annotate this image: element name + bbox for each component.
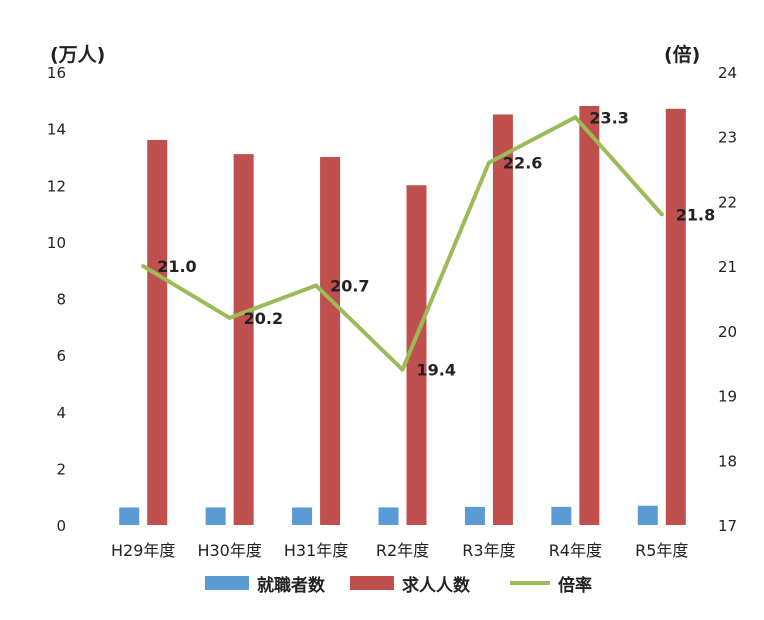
legend-item-ratio: 倍率 <box>510 568 592 598</box>
ratio-data-label: 23.3 <box>589 108 628 127</box>
bar-employed <box>119 507 140 525</box>
right-tick-label: 24 <box>718 64 737 82</box>
legend-label-ratio: 倍率 <box>558 575 592 596</box>
left-tick-label: 0 <box>56 517 66 535</box>
legend-label-job-openings: 求人人数 <box>402 575 470 596</box>
right-tick-label: 21 <box>718 258 737 276</box>
ratio-data-label: 21.8 <box>676 205 715 224</box>
left-tick-label: 4 <box>56 404 66 422</box>
ratio-data-label: 22.6 <box>503 154 542 173</box>
left-tick-label: 2 <box>56 460 66 478</box>
bar-job-openings <box>147 139 168 525</box>
ratio-data-label: 19.4 <box>417 361 456 380</box>
ratio-point <box>314 283 319 288</box>
right-tick-label: 17 <box>718 517 737 535</box>
category-label: H29年度 <box>111 541 175 560</box>
bar-job-openings <box>492 114 513 525</box>
ratio-data-label: 21.0 <box>157 257 196 276</box>
category-label: H30年度 <box>197 541 261 560</box>
legend-swatch-job-openings <box>350 576 394 590</box>
legend-swatch-employed <box>205 576 249 590</box>
right-tick-label: 20 <box>718 323 737 341</box>
ratio-point <box>659 212 664 217</box>
ratio-data-label: 20.7 <box>330 277 369 296</box>
ratio-point <box>573 115 578 120</box>
bar-employed <box>637 505 658 525</box>
bar-job-openings <box>233 154 254 525</box>
bar-job-openings <box>665 108 686 526</box>
bar-employed <box>551 506 572 525</box>
right-tick-label: 19 <box>718 388 737 406</box>
ratio-point <box>227 315 232 320</box>
ratio-point <box>486 160 491 165</box>
right-tick-label: 18 <box>718 452 737 470</box>
bar-employed <box>464 506 485 525</box>
legend-item-job-openings: 求人人数 <box>350 568 470 598</box>
bar-job-openings <box>320 156 341 525</box>
legend: 就職者数 求人人数 倍率 <box>0 568 764 598</box>
left-tick-label: 12 <box>47 177 66 195</box>
ratio-point <box>400 367 405 372</box>
legend-item-employed: 就職者数 <box>205 568 325 598</box>
category-label: R4年度 <box>549 541 602 560</box>
left-tick-label: 14 <box>47 121 66 139</box>
left-tick-label: 16 <box>47 64 66 82</box>
left-axis-unit: (万人) <box>50 44 106 66</box>
left-tick-label: 8 <box>56 291 66 309</box>
legend-label-employed: 就職者数 <box>257 575 325 596</box>
left-tick-label: 6 <box>56 347 66 365</box>
category-label: R5年度 <box>635 541 688 560</box>
bar-job-openings <box>406 185 427 525</box>
ratio-point <box>141 264 146 269</box>
bar-employed <box>378 507 399 525</box>
ratio-data-label: 20.2 <box>244 309 283 328</box>
category-label: H31年度 <box>284 541 348 560</box>
bar-employed <box>292 507 313 525</box>
right-tick-label: 23 <box>718 129 737 147</box>
bar-employed <box>205 507 226 525</box>
category-label: R2年度 <box>376 541 429 560</box>
right-axis-unit: (倍) <box>664 44 701 66</box>
left-tick-label: 10 <box>47 234 66 252</box>
category-label: R3年度 <box>462 541 515 560</box>
bar-job-openings <box>579 105 600 525</box>
right-tick-label: 22 <box>718 193 737 211</box>
legend-swatch-ratio <box>510 581 550 585</box>
